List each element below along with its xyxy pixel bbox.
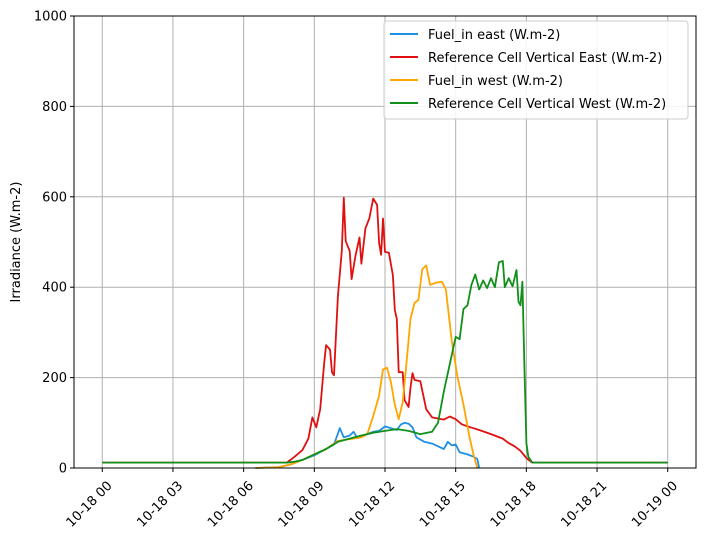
x-tick-label: 10-18 18 [488,479,540,531]
x-tick-label: 10-18 21 [558,479,610,531]
x-tick-label: 10-19 00 [629,479,681,531]
legend-label-1: Reference Cell Vertical East (W.m-2) [428,51,662,66]
legend-label-2: Fuel_in west (W.m-2) [428,74,563,89]
legend-label-3: Reference Cell Vertical West (W.m-2) [428,97,666,112]
legend-box [383,20,689,120]
y-tick-label: 200 [42,371,67,386]
series-line-1 [102,196,668,464]
legend: Fuel_in east (W.m-2) Reference Cell Verti… [383,20,689,120]
y-tick-label: 800 [42,100,67,115]
x-tick-label: 10-18 06 [205,479,257,531]
y-tick-label: 400 [42,281,67,296]
x-tick-label: 10-18 12 [346,479,398,531]
x-tick-label: 10-18 03 [134,479,186,531]
x-tick-label: 10-18 15 [417,479,469,531]
x-tick-label: 10-18 09 [276,479,328,531]
y-tick-label: 600 [42,190,67,205]
y-tick-label: 1000 [34,10,67,25]
x-tick-label: 10-18 00 [64,479,116,531]
y-axis-label: Irradiance (W.m-2) [9,182,24,303]
legend-label-0: Fuel_in east (W.m-2) [428,28,560,43]
series-lines [102,196,668,469]
y-tick-label: 0 [59,462,67,477]
series-line-3 [102,260,668,464]
series-line-2 [255,264,479,469]
